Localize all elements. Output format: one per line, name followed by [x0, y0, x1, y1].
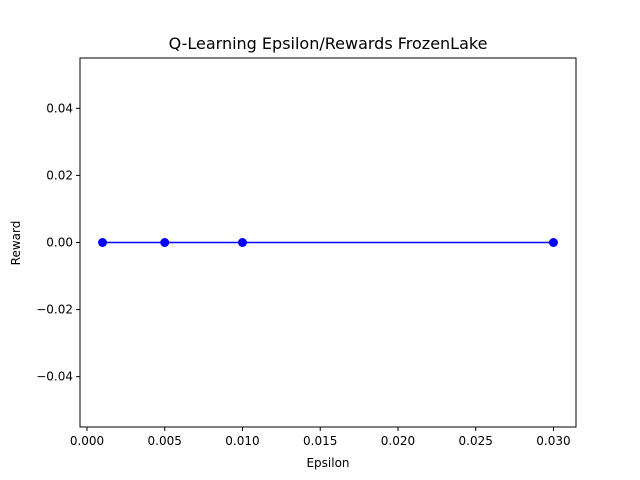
y-axis-label: Reward	[9, 221, 23, 266]
y-tick-label: −0.04	[36, 370, 73, 384]
chart-title: Q-Learning Epsilon/Rewards FrozenLake	[169, 34, 488, 53]
x-axis-ticks: 0.000 0.005 0.010 0.015 0.020 0.025 0.030	[70, 427, 571, 448]
x-tick-label: 0.000	[70, 434, 104, 448]
y-tick-label: 0.00	[46, 236, 73, 250]
x-tick-label: 0.025	[459, 434, 493, 448]
data-point	[98, 238, 108, 247]
y-tick-label: 0.02	[46, 168, 73, 182]
data-point	[548, 238, 558, 247]
x-tick-label: 0.015	[303, 434, 337, 448]
y-tick-label: −0.02	[36, 303, 73, 317]
data-series	[98, 238, 558, 247]
y-axis-ticks: −0.04 −0.02 0.00 0.02 0.04	[36, 101, 80, 384]
x-axis-label: Epsilon	[306, 456, 349, 470]
y-tick-label: 0.04	[46, 101, 73, 115]
x-tick-label: 0.005	[148, 434, 182, 448]
x-tick-label: 0.010	[225, 434, 259, 448]
data-point	[237, 238, 247, 247]
data-point	[160, 238, 170, 247]
x-tick-label: 0.020	[381, 434, 415, 448]
x-tick-label: 0.030	[536, 434, 570, 448]
